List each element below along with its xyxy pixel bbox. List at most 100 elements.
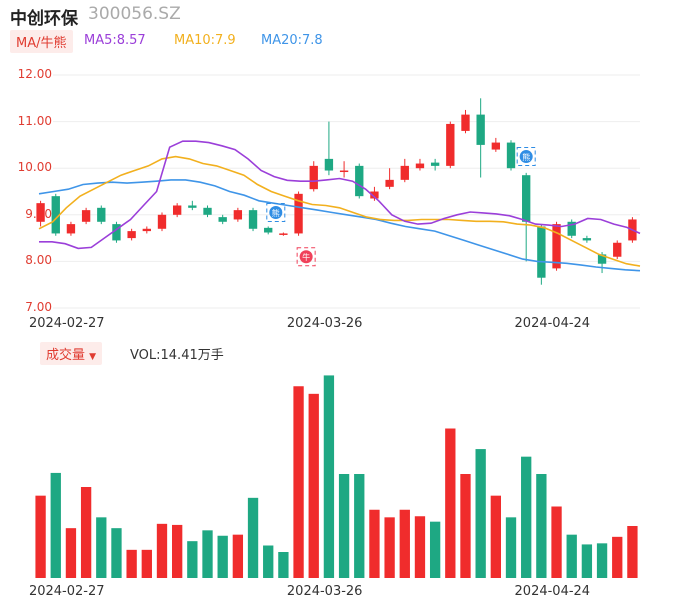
volume-bar: [247, 497, 259, 578]
volume-bar: [551, 506, 562, 578]
volume-bar: [445, 428, 456, 578]
volume-bar: [156, 523, 168, 578]
x-tick-label: 2024-04-24: [514, 584, 591, 599]
volume-bar: [187, 541, 198, 578]
chevron-down-icon: ▼: [89, 352, 97, 362]
bull-marker: [299, 250, 313, 264]
ma10-line: [38, 155, 641, 267]
candle-body: [36, 203, 45, 222]
candle-body: [552, 224, 561, 269]
candle-body: [309, 165, 318, 190]
volume-bar: [521, 456, 532, 578]
candle-body: [142, 228, 151, 232]
volume-bar: [126, 549, 137, 578]
candle-body: [51, 196, 60, 234]
volume-bar: [202, 530, 213, 578]
volume-bar: [429, 521, 441, 578]
candle-body: [506, 142, 516, 169]
x-tick-label: 2024-03-26: [286, 584, 363, 599]
candle-body: [97, 207, 106, 222]
candle-body: [446, 123, 455, 166]
marker-label: 熊: [522, 152, 530, 162]
volume-bar: [141, 549, 152, 578]
volume-bar: [369, 509, 380, 578]
ma20-line: [38, 179, 641, 272]
volume-bar: [80, 487, 92, 578]
volume-bar: [35, 495, 46, 578]
candle-body: [385, 179, 394, 187]
ma-toggle-tag[interactable]: MA/牛熊: [10, 30, 73, 53]
volume-bar: [50, 472, 61, 578]
candle-body: [613, 242, 622, 257]
candle-body: [112, 224, 121, 241]
ma5-legend: MA5:8.57: [84, 33, 146, 48]
candle-body: [233, 210, 243, 220]
y-tick-label: 10.00: [17, 160, 52, 175]
volume-bar: [581, 544, 593, 578]
volume-bar: [172, 524, 183, 578]
candle-body: [491, 142, 501, 150]
x-tick-label: 2024-02-27: [28, 316, 105, 331]
candle-body: [66, 224, 76, 234]
volume-bar: [308, 393, 319, 578]
volume-bar: [414, 516, 426, 578]
candle-body: [294, 193, 303, 234]
volume-tag[interactable]: 成交量 ▼: [40, 342, 103, 365]
y-tick-label: 12.00: [17, 67, 52, 81]
stock-code: 300056.SZ: [88, 4, 181, 24]
candle-body: [203, 207, 212, 215]
volume-bar: [505, 517, 517, 578]
candle-body: [324, 158, 334, 171]
volume-bar: [399, 509, 410, 578]
volume-bar: [263, 545, 274, 578]
candle-body: [279, 233, 288, 235]
candle-body: [537, 226, 546, 278]
volume-bar: [384, 517, 395, 578]
candle-body: [127, 231, 136, 239]
volume-tag-label: 成交量: [46, 348, 86, 363]
candle-body: [370, 191, 379, 199]
candle-body: [188, 205, 197, 208]
volume-bar: [354, 474, 365, 578]
x-tick-label: 2024-04-24: [514, 316, 591, 331]
volume-bar: [96, 517, 107, 578]
candle-body: [582, 238, 592, 241]
volume-bar: [460, 474, 471, 578]
candle-body: [522, 175, 531, 222]
candle-body: [339, 170, 349, 173]
bear-marker: [519, 150, 533, 164]
ma5-line: [39, 140, 641, 250]
ma20-legend: MA20:7.8: [261, 33, 323, 48]
candle-body: [476, 114, 485, 145]
candle-body: [430, 162, 440, 166]
candle-body: [172, 205, 182, 215]
candle-body: [355, 165, 364, 197]
candle-body: [81, 210, 91, 222]
candle-body: [264, 227, 273, 233]
marker-frame: [516, 147, 536, 167]
x-tick-label: 2024-02-27: [28, 584, 105, 599]
volume-bar: [293, 386, 304, 578]
candle-body: [567, 221, 576, 236]
x-tick-label: 2024-03-26: [286, 316, 363, 331]
volume-bar: [217, 535, 228, 578]
volume-value: VOL:14.41万手: [130, 348, 224, 363]
volume-bar: [338, 474, 350, 578]
volume-bar: [475, 449, 486, 578]
y-tick-label: 8.00: [25, 253, 52, 268]
volume-bar: [612, 536, 623, 578]
candle-body: [157, 214, 167, 229]
candle-body: [415, 163, 425, 169]
volume-bar: [490, 495, 501, 578]
marker-frame: [296, 247, 316, 267]
marker-label: 熊: [272, 208, 280, 218]
marker-label: 牛: [302, 252, 310, 262]
volume-bar: [323, 375, 335, 578]
y-tick-label: 7.00: [25, 300, 52, 314]
marker-frame: [266, 202, 286, 222]
ma10-legend: MA10:7.9: [174, 33, 236, 48]
volume-bar: [627, 526, 638, 578]
volume-bar: [566, 534, 577, 578]
candle-body: [248, 210, 258, 229]
